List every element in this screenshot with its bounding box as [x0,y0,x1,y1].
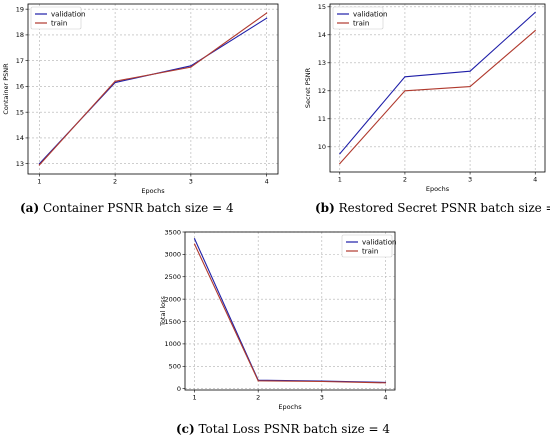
x-tick-label: 1 [338,176,342,184]
y-axis-label: Container PSNR [2,63,10,115]
y-tick-label: 1000 [164,340,181,348]
x-tick-label: 2 [403,176,407,184]
y-axis-label: Total loss [159,295,167,326]
data-point-train [190,66,192,68]
caption-label: (b) [315,201,335,215]
data-point-train [534,30,536,32]
y-tick-label: 15 [318,3,326,11]
chart-2: 1 2 3 4 0 500 1000 1500 2000 2500 3000 3500 Epochs To… [159,228,396,436]
y-tick-label: 17 [16,57,24,65]
data-point-validation [469,70,471,72]
y-axis-label: Secret PSNR [304,67,312,108]
data-point-train [384,382,387,384]
plot-frame [184,231,396,391]
data-point-train [266,12,268,14]
legend-label-train: train [362,248,378,256]
y-tick-label: 3000 [164,251,181,259]
x-axis-label: Epochs [141,187,165,195]
x-tick-label: 4 [265,178,269,186]
x-tick-label: 2 [256,394,260,402]
y-tick-label: 18 [16,31,24,39]
data-point-validation [193,238,196,240]
series-line-validation [194,238,386,383]
caption-label: (c) [176,422,195,436]
data-point-train [114,80,116,82]
x-tick-label: 1 [192,394,196,402]
legend-label-validation: validation [353,11,387,19]
plot-frame [27,3,279,175]
x-tick-label: 1 [37,178,41,186]
data-point-validation [266,17,268,19]
x-tick-label: 3 [320,394,324,402]
y-tick-label: 500 [169,363,181,371]
y-tick-label: 13 [16,160,24,168]
data-point-train [38,164,40,166]
data-point-validation [190,65,192,67]
y-tick-label: 12 [318,87,326,95]
series-line-train [194,243,386,384]
y-tick-label: 3500 [164,228,181,236]
y-tick-label: 2500 [164,273,181,281]
y-tick-label: 14 [16,134,24,142]
x-tick-label: 2 [113,178,117,186]
data-point-validation [534,11,536,13]
data-point-train [193,243,196,245]
legend-label-validation: validation [51,11,85,19]
chart-0: 1 2 3 4 13 14 15 16 17 18 19 Epochs Container PSNR va… [2,3,279,215]
data-point-validation [404,76,406,78]
series-line-train [38,12,267,166]
y-tick-label: 15 [16,108,24,116]
chart-caption: (b) Restored Secret PSNR batch size = 4. [315,201,550,215]
caption-text: Container PSNR batch size = 4 [39,201,234,215]
caption-label: (a) [20,201,39,215]
data-point-train [404,90,406,92]
x-tick-label: 4 [533,176,537,184]
x-tick-label: 3 [189,178,193,186]
y-tick-label: 13 [318,59,326,67]
x-axis-label: Epochs [426,185,450,193]
caption-text: Restored Secret PSNR batch size = 4. [335,201,550,215]
legend-label-train: train [51,20,67,28]
legend-label-train: train [353,20,369,28]
x-tick-label: 4 [383,394,387,402]
chart-caption: (a) Container PSNR batch size = 4 [20,201,234,215]
chart-caption: (c) Total Loss PSNR batch size = 4 [176,422,390,436]
data-point-validation [339,153,341,155]
data-point-train [321,380,323,383]
plot-frame [329,3,546,173]
y-tick-label: 19 [16,5,24,13]
y-tick-label: 0 [177,385,181,393]
y-tick-label: 1500 [164,318,181,326]
x-axis-label: Epochs [278,403,302,411]
y-tick-label: 10 [318,143,326,151]
data-point-train [469,86,471,88]
data-point-train [339,163,341,165]
x-tick-label: 3 [468,176,472,184]
caption-text: Total Loss PSNR batch size = 4 [195,422,391,436]
data-point-train [257,380,259,382]
y-tick-label: 2000 [164,295,181,303]
y-tick-label: 11 [318,115,326,123]
series-line-validation [339,11,536,155]
series-line-train [339,30,536,164]
y-tick-label: 16 [16,83,24,91]
series-line-validation [38,17,267,165]
legend-label-validation: validation [362,239,396,247]
y-tick-label: 14 [318,31,326,39]
